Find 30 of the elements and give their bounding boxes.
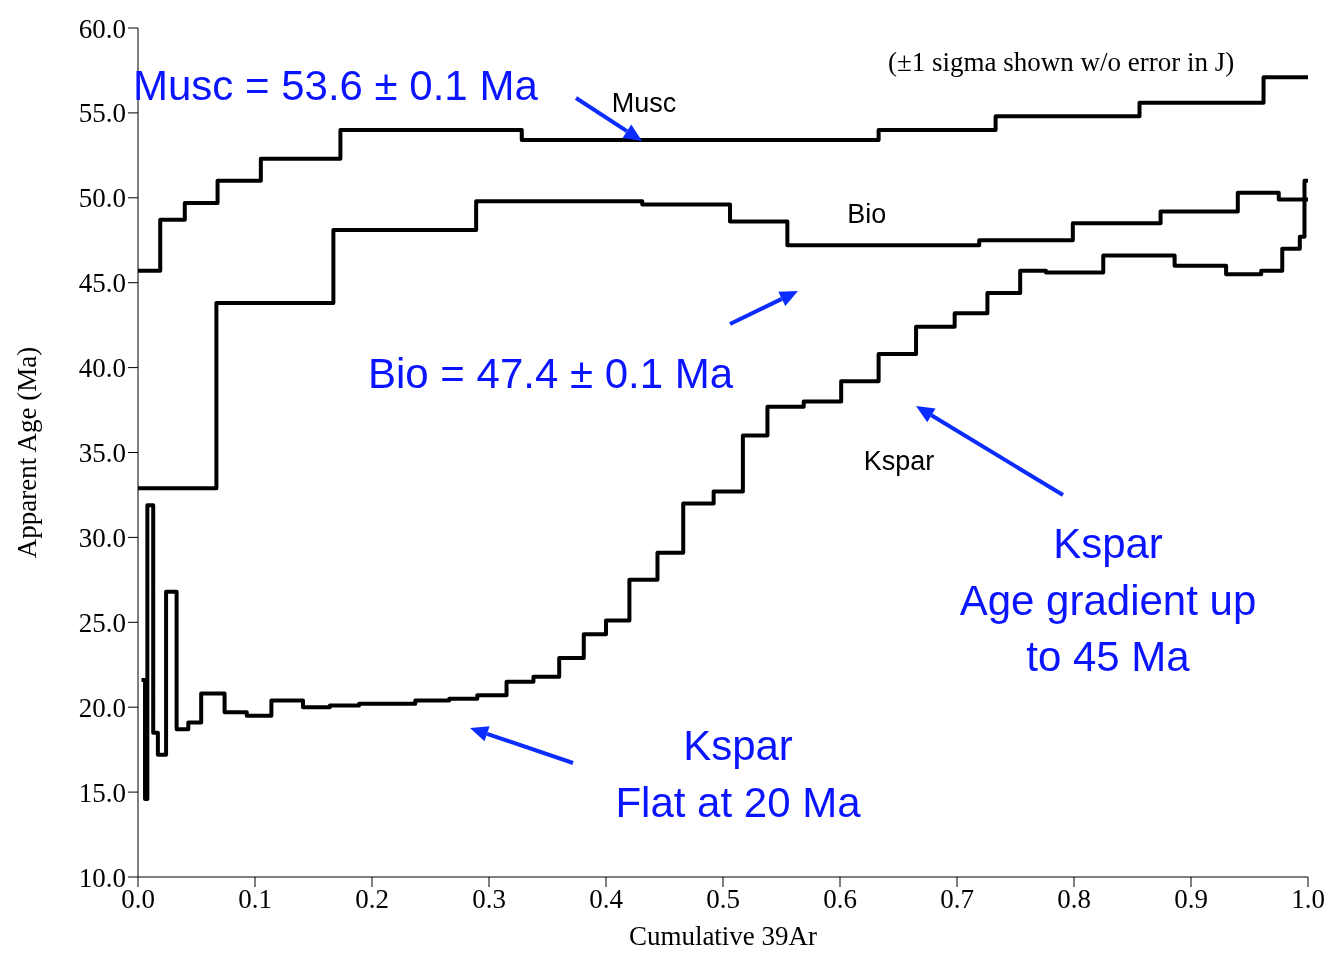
- series-label: Bio: [847, 199, 887, 230]
- y-tick-label: 35.0: [78, 438, 126, 469]
- y-tick-label: 45.0: [78, 268, 126, 299]
- series-label: Musc: [611, 88, 677, 119]
- x-tick-label: 0.8: [1057, 884, 1091, 915]
- x-tick-label: 1.0: [1291, 884, 1325, 915]
- x-tick-label: 0.9: [1174, 884, 1208, 915]
- y-tick-label: 25.0: [78, 607, 126, 638]
- x-tick-label: 0.7: [940, 884, 974, 915]
- x-tick-label: 0.3: [472, 884, 506, 915]
- x-tick-label: 0.2: [355, 884, 389, 915]
- series-label: Kspar: [863, 445, 935, 476]
- annotation: Bio = 47.4 ± 0.1 Ma: [368, 349, 734, 399]
- y-axis-title: Apparent Age (Ma): [11, 346, 42, 559]
- annotation: (±1 sigma shown w/o error in J): [888, 46, 1235, 79]
- x-tick-label: 0.6: [823, 884, 857, 915]
- annotation: Kspar Flat at 20 Ma: [614, 721, 862, 828]
- annotation: Musc = 53.6 ± 0.1 Ma: [133, 61, 538, 111]
- y-tick-label: 40.0: [78, 353, 126, 384]
- y-tick-label: 60.0: [78, 13, 126, 44]
- annotation: Kspar Age gradient up to 45 Ma: [958, 519, 1258, 683]
- x-tick-label: 0.1: [238, 884, 272, 915]
- x-tick-label: 0.5: [706, 884, 740, 915]
- y-tick-label: 50.0: [78, 183, 126, 214]
- y-tick-label: 30.0: [78, 522, 126, 553]
- y-tick-label: 15.0: [78, 777, 126, 808]
- y-tick-label: 20.0: [78, 692, 126, 723]
- x-tick-label: 0.4: [589, 884, 624, 915]
- y-tick-label: 55.0: [78, 98, 126, 129]
- x-axis-title: Cumulative 39Ar: [628, 921, 818, 951]
